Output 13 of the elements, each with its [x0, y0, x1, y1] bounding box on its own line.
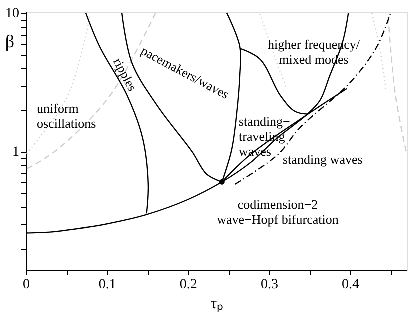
x-tick-label: 0.1	[98, 278, 116, 292]
annotation: codimension−2 wave−Hopf bifurcation	[217, 197, 340, 227]
x-axis-title: τₚ	[210, 296, 224, 312]
y-tick-label: 10	[6, 6, 20, 22]
y-tick-label: 1	[12, 145, 20, 160]
x-tick-label: 0	[23, 278, 30, 292]
x-tick-label: 0.2	[180, 278, 198, 292]
annotation: uniform oscillations	[37, 101, 96, 131]
y-axis-title: β	[5, 32, 14, 52]
annotation: ripples	[110, 56, 140, 94]
annotation: standing waves	[283, 152, 363, 167]
x-tick-label: 0.3	[260, 278, 278, 292]
x-tick-label: 0.4	[342, 278, 360, 292]
